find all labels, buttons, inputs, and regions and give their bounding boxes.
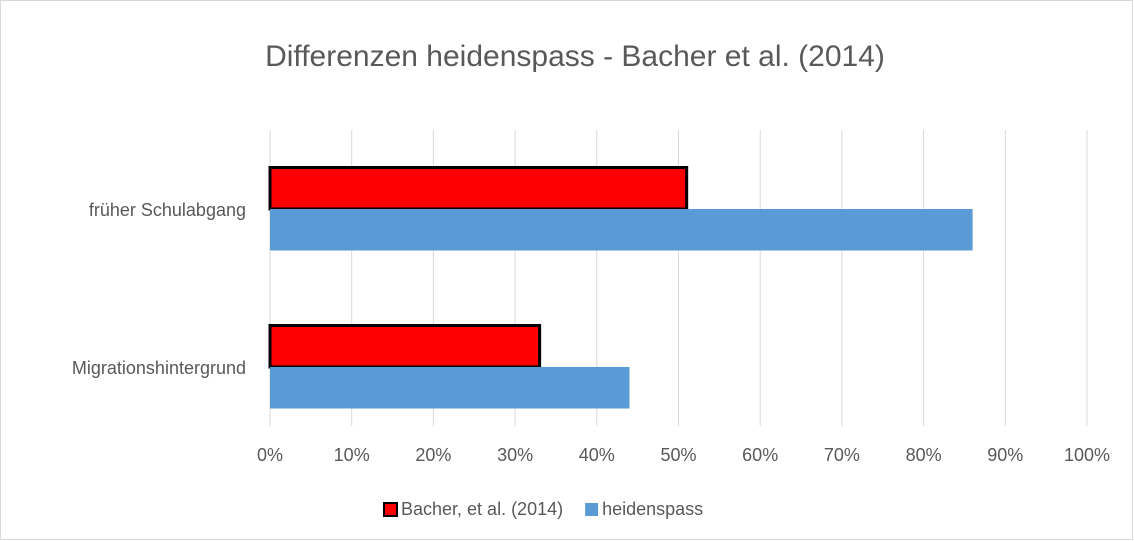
legend-label: Bacher, et al. (2014) xyxy=(401,499,563,519)
x-tick-label: 10% xyxy=(334,445,370,465)
x-tick-label: 50% xyxy=(660,445,696,465)
bar xyxy=(268,166,689,211)
legend-swatch xyxy=(585,503,599,516)
x-tick-label: 80% xyxy=(906,445,942,465)
x-tick-label: 100% xyxy=(1064,445,1110,465)
x-tick-label: 90% xyxy=(987,445,1023,465)
x-tick-label: 70% xyxy=(824,445,860,465)
y-tick-label: früher Schulabgang xyxy=(89,200,246,220)
x-tick-label: 20% xyxy=(415,445,451,465)
chart-title: Differenzen heidenspass - Bacher et al. … xyxy=(265,40,885,73)
x-tick-label: 40% xyxy=(579,445,615,465)
legend-label: heidenspass xyxy=(602,499,703,519)
x-tick-label: 0% xyxy=(257,445,283,465)
x-tick-label: 60% xyxy=(742,445,778,465)
y-tick-label: Migrationshintergrund xyxy=(72,358,246,378)
x-tick-label: 30% xyxy=(497,445,533,465)
bar xyxy=(270,367,630,409)
bar xyxy=(270,209,973,251)
legend-swatch xyxy=(383,502,398,517)
bar xyxy=(268,324,542,369)
